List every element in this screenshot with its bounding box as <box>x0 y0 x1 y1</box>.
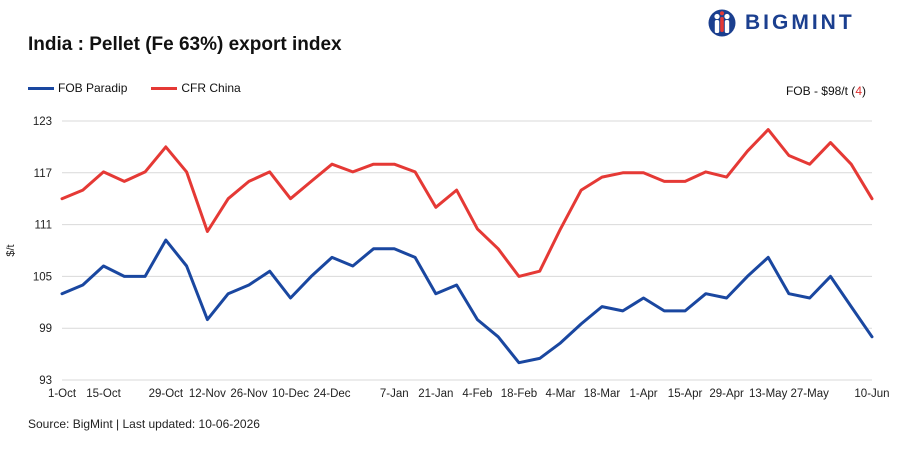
chart-legend: FOB Paradip CFR China <box>28 81 265 95</box>
x-tick-label: 18-Mar <box>584 388 621 400</box>
x-tick-label: 10-Dec <box>272 388 309 400</box>
x-tick-label: 15-Oct <box>86 388 121 400</box>
y-tick-label: 93 <box>39 375 52 387</box>
x-tick-label: 12-Nov <box>189 388 226 400</box>
y-tick-label: 111 <box>35 220 52 232</box>
series-line-fob-paradip <box>60 238 874 365</box>
x-tick-label: 26-Nov <box>230 388 267 400</box>
x-tick-label: 21-Jan <box>418 388 453 400</box>
y-tick-label: 105 <box>33 271 52 283</box>
bigmint-logo: BIGMINT <box>707 8 855 38</box>
x-tick-label: 10-Jun <box>854 388 889 400</box>
legend-label-fob: FOB Paradip <box>58 81 128 95</box>
x-tick-label: 27-May <box>791 388 830 400</box>
legend-swatch-cfr <box>151 86 178 90</box>
x-tick-label: 29-Apr <box>709 388 744 400</box>
legend-label-cfr: CFR China <box>181 81 241 95</box>
logo-text: BIGMINT <box>745 11 855 34</box>
y-tick-label: 123 <box>33 116 52 128</box>
legend-item-cfr-china: CFR China <box>151 81 241 95</box>
x-tick-label: 1-Oct <box>48 388 77 400</box>
x-tick-label: 4-Feb <box>462 388 492 400</box>
x-tick-label: 13-May <box>749 388 788 400</box>
x-tick-label: 1-Apr <box>629 388 657 400</box>
x-tick-label: 15-Apr <box>668 388 703 400</box>
x-tick-label: 18-Feb <box>501 388 537 400</box>
source-note: Source: BigMint | Last updated: 10-06-20… <box>28 417 260 431</box>
y-tick-label: 99 <box>39 323 52 335</box>
bigmint-logo-icon <box>708 9 736 37</box>
x-tick-label: 24-Dec <box>313 388 350 400</box>
chart-title: India : Pellet (Fe 63%) export index <box>28 34 342 55</box>
y-tick-label: 117 <box>34 168 52 180</box>
legend-item-fob-paradip: FOB Paradip <box>28 81 127 95</box>
price-note-change: 4 <box>855 84 862 98</box>
legend-swatch-fob <box>28 86 54 90</box>
price-note-prefix: FOB - $98/t ( <box>785 84 856 98</box>
y-axis-label: $/t <box>5 244 17 256</box>
series-line-cfr-china <box>60 128 874 278</box>
x-tick-label: 29-Oct <box>149 388 184 400</box>
x-tick-label: 7-Jan <box>380 388 409 400</box>
x-tick-label: 4-Mar <box>545 388 575 400</box>
price-note: FOB - $98/t (4) <box>786 84 866 98</box>
price-note-suffix: ) <box>862 84 866 98</box>
